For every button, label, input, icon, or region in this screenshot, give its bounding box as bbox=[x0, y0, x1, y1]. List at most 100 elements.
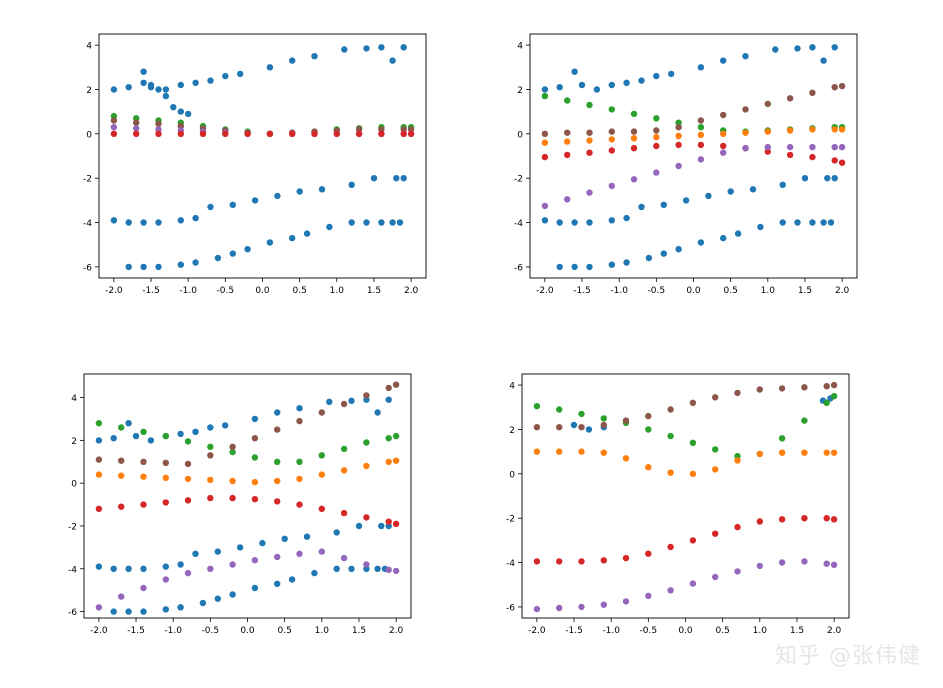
y-tick-label: -2 bbox=[506, 515, 515, 525]
point-c5 bbox=[801, 558, 808, 565]
point-c2 bbox=[162, 459, 169, 466]
point-c3 bbox=[809, 126, 816, 133]
point-c2 bbox=[385, 384, 392, 392]
point-data bbox=[274, 409, 281, 416]
point-c1 bbox=[697, 124, 705, 131]
point-data bbox=[125, 420, 132, 427]
point-c1 bbox=[675, 119, 682, 126]
point-data bbox=[140, 68, 147, 75]
x-tick-label: 0.5 bbox=[292, 286, 306, 296]
point-c3 bbox=[608, 136, 615, 143]
point-data bbox=[162, 563, 169, 570]
point-c2 bbox=[95, 456, 103, 463]
point-data bbox=[608, 217, 615, 224]
point-data bbox=[571, 219, 578, 226]
point-data bbox=[229, 591, 236, 598]
x-tick-label: -1.5 bbox=[127, 626, 145, 636]
point-c2 bbox=[184, 460, 192, 468]
point-c2 bbox=[251, 435, 259, 442]
point-data bbox=[820, 219, 827, 226]
point-c2 bbox=[830, 381, 838, 389]
point-data bbox=[734, 230, 742, 237]
point-c2 bbox=[622, 417, 630, 424]
point-c5 bbox=[533, 605, 541, 613]
point-data bbox=[578, 81, 586, 89]
point-c4 bbox=[831, 157, 838, 164]
y-tick-label: -2 bbox=[83, 175, 92, 185]
point-data bbox=[110, 86, 118, 93]
y-tick-label: -6 bbox=[68, 608, 77, 618]
point-c2 bbox=[118, 457, 125, 464]
point-c4 bbox=[110, 130, 118, 137]
point-data bbox=[638, 203, 645, 211]
point-c4 bbox=[712, 530, 719, 537]
point-c5 bbox=[697, 156, 705, 163]
point-c2 bbox=[608, 128, 615, 135]
point-data bbox=[140, 565, 147, 572]
point-c3 bbox=[118, 472, 125, 479]
point-data bbox=[177, 604, 184, 611]
point-c4 bbox=[318, 505, 325, 512]
x-tick-label: -1.5 bbox=[142, 286, 160, 296]
point-c3 bbox=[667, 469, 674, 476]
point-data bbox=[772, 46, 779, 53]
point-data bbox=[140, 608, 147, 615]
point-c4 bbox=[118, 503, 125, 510]
point-c1 bbox=[556, 406, 563, 413]
axes-frame bbox=[98, 33, 427, 279]
y-tick-label: 2 bbox=[71, 437, 77, 447]
point-c3 bbox=[600, 449, 607, 456]
point-c4 bbox=[363, 514, 370, 521]
axes-frame bbox=[529, 33, 858, 279]
point-c5 bbox=[712, 573, 719, 581]
point-c4 bbox=[162, 499, 169, 506]
point-data bbox=[155, 219, 162, 226]
point-data bbox=[162, 606, 169, 613]
point-c4 bbox=[378, 130, 385, 137]
point-c4 bbox=[608, 147, 615, 154]
point-c1 bbox=[363, 439, 370, 446]
point-c4 bbox=[155, 130, 162, 137]
point-c1 bbox=[533, 403, 541, 410]
x-tick-label: -2.0 bbox=[536, 286, 554, 296]
point-c1 bbox=[712, 446, 719, 453]
point-c3 bbox=[274, 477, 281, 485]
point-c4 bbox=[541, 153, 549, 161]
point-data bbox=[125, 565, 132, 572]
point-c5 bbox=[318, 548, 325, 555]
point-c5 bbox=[162, 576, 169, 583]
point-c1 bbox=[318, 452, 325, 459]
point-c3 bbox=[653, 133, 660, 141]
y-tick-label: 2 bbox=[86, 86, 92, 96]
point-c1 bbox=[385, 435, 392, 442]
point-data bbox=[831, 175, 838, 182]
point-c3 bbox=[764, 128, 771, 135]
x-tick-label: 2.0 bbox=[827, 626, 842, 636]
x-tick-label: 1.5 bbox=[790, 626, 804, 636]
point-c2 bbox=[823, 383, 830, 390]
point-c2 bbox=[675, 124, 682, 131]
point-c4 bbox=[756, 518, 763, 525]
point-data bbox=[177, 430, 184, 438]
subplot-top-right: -2.0 -1.5 -1.0 -0.5 0.0 0.5 1.0 1.5 2.0 -6 -4 -2 0 2 4 bbox=[514, 33, 858, 296]
point-c2 bbox=[400, 126, 407, 133]
point-data bbox=[623, 259, 630, 266]
point-c2 bbox=[786, 95, 794, 102]
x-tick-label: -2.0 bbox=[528, 626, 546, 636]
point-c2 bbox=[378, 126, 385, 133]
point-c4 bbox=[229, 494, 236, 502]
x-tick-label: 1.0 bbox=[753, 626, 768, 636]
point-c1 bbox=[162, 432, 169, 440]
point-c2 bbox=[630, 128, 638, 135]
point-c5 bbox=[140, 584, 147, 592]
point-c2 bbox=[355, 126, 363, 133]
point-c4 bbox=[809, 153, 816, 161]
point-data bbox=[266, 239, 274, 246]
point-c3 bbox=[251, 478, 259, 486]
point-data bbox=[355, 522, 363, 530]
subplot-top-left: -2.0 -1.5 -1.0 -0.5 0.0 0.5 1.0 1.5 2.0 -6 -4 -2 0 2 4 bbox=[83, 33, 427, 296]
point-c5 bbox=[734, 568, 741, 575]
point-data bbox=[374, 409, 381, 416]
x-tick-label: -1.0 bbox=[179, 286, 197, 296]
point-data bbox=[593, 86, 601, 93]
